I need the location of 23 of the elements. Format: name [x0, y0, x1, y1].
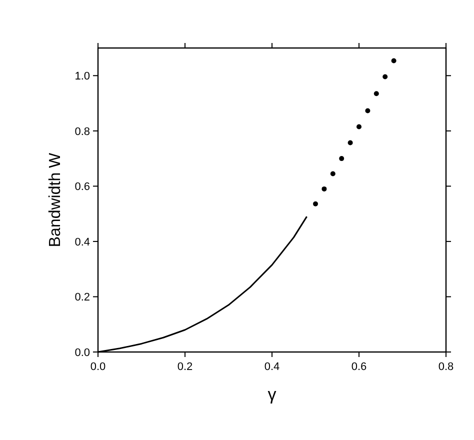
y-tick-label: 0.2 [74, 292, 90, 304]
x-tick-label: 0.0 [90, 361, 106, 373]
y-tick-label: 0.0 [74, 347, 90, 359]
point [365, 108, 370, 114]
y-tick-label: 1.0 [74, 70, 90, 83]
point [339, 156, 344, 162]
point [391, 58, 396, 64]
x-tick-label: 0.4 [264, 361, 280, 373]
point [382, 74, 388, 80]
point [322, 186, 327, 192]
point [356, 124, 362, 130]
y-tick-label: 0.6 [74, 181, 90, 194]
y-axis-title: Bandwidth W [47, 152, 64, 248]
point [374, 91, 379, 96]
y-tick-label: 0.4 [74, 236, 90, 248]
point [330, 171, 336, 176]
x-axis-title: γ [268, 385, 277, 404]
point [348, 140, 353, 146]
x-tick-label: 0.6 [351, 361, 367, 373]
point [313, 201, 318, 206]
x-tick-label: 0.8 [438, 361, 454, 373]
x-tick-label: 0.2 [177, 361, 193, 373]
y-tick-label: 0.8 [74, 126, 90, 138]
